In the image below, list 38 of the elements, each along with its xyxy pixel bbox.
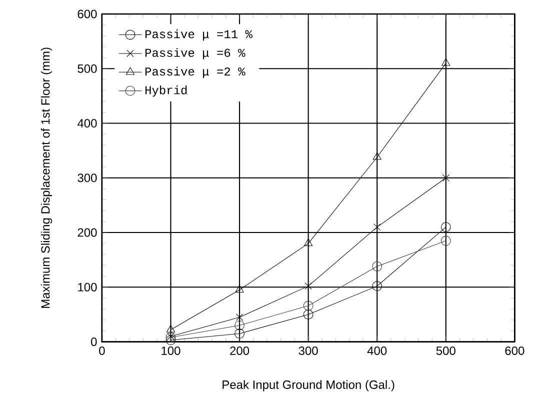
point <box>304 282 312 290</box>
point <box>166 335 176 346</box>
legend-label: Passive μ =11 % <box>145 30 252 41</box>
point <box>372 281 382 292</box>
point <box>374 224 381 231</box>
point <box>304 238 313 246</box>
point <box>236 314 244 321</box>
x-tick-label: 500 <box>436 346 456 356</box>
point <box>440 236 451 246</box>
point <box>442 174 450 182</box>
y-tick-label: 500 <box>78 64 97 74</box>
y-tick-label: 200 <box>78 228 97 237</box>
point <box>372 152 382 160</box>
point <box>234 320 244 330</box>
x-tick-label: 0 <box>99 346 105 356</box>
y-tick-label: 400 <box>77 119 97 128</box>
y-tick-label: 100 <box>78 283 97 292</box>
point <box>166 324 176 332</box>
point <box>440 222 451 232</box>
y-tick-label: 300 <box>78 174 97 182</box>
point <box>442 58 450 66</box>
legend-label: Passive μ =6 % <box>145 48 246 60</box>
y-tick-label: 0 <box>91 338 97 346</box>
x-tick-label: 100 <box>162 346 180 356</box>
point <box>372 262 382 272</box>
point <box>235 285 244 293</box>
x-tick-label: 600 <box>505 346 524 356</box>
legend-label: Hybrid <box>145 86 187 97</box>
x-tick-label: 300 <box>298 346 318 356</box>
x-tick-label: 200 <box>230 346 250 356</box>
point <box>303 310 314 320</box>
point <box>234 328 244 339</box>
y-tick-label: 600 <box>78 10 97 18</box>
y-axis-title: Maximum Sliding Displacement of 1st Floor (mm) <box>40 48 52 308</box>
x-axis-title: Peak Input Ground Motion (Gal.) <box>222 380 394 392</box>
point <box>303 300 314 311</box>
x-tick-label: 400 <box>367 346 387 356</box>
legend-label: Passive μ =2 % <box>145 66 246 78</box>
